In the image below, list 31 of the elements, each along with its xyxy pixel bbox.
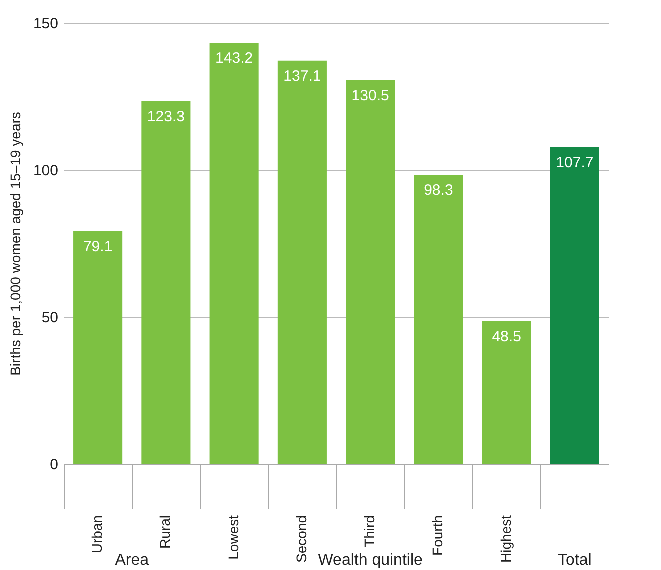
data-label: 123.3	[147, 108, 185, 126]
bar	[74, 231, 123, 464]
text: Wealth quintile	[318, 552, 423, 569]
bar	[482, 321, 532, 464]
data-label: 107.7	[556, 154, 594, 172]
bar	[278, 60, 327, 464]
x-tick-label: Second	[293, 516, 310, 563]
data-label: 48.5	[492, 328, 522, 346]
bar	[550, 147, 600, 464]
bar	[414, 175, 464, 464]
x-tick-label: Fourth	[430, 516, 446, 556]
y-tick-label: 0	[50, 456, 58, 474]
y-tick-label: 150	[33, 16, 58, 32]
data-label: 98.3	[424, 182, 454, 199]
bar	[346, 80, 396, 464]
x-tick-label: Third	[362, 516, 378, 548]
bar	[142, 102, 191, 464]
x-tick-label: Rural	[157, 516, 174, 549]
bar	[210, 42, 259, 464]
y-tick-label: 50	[42, 310, 58, 326]
x-tick-label: Urban	[89, 516, 106, 554]
data-label: 79.1	[83, 238, 113, 256]
data-label: 143.2	[216, 50, 254, 67]
y-tick-label: 100	[33, 162, 58, 180]
data-label: 130.5	[352, 87, 390, 104]
y-axis-title: Births per 1,000 women aged 15–19 years	[7, 112, 24, 376]
x-tick-label: Lowest	[225, 515, 242, 560]
x-tick-label: Highest	[498, 515, 514, 563]
data-label: 137.1	[284, 68, 322, 85]
text: Area	[115, 552, 150, 569]
text: Total	[558, 552, 592, 569]
